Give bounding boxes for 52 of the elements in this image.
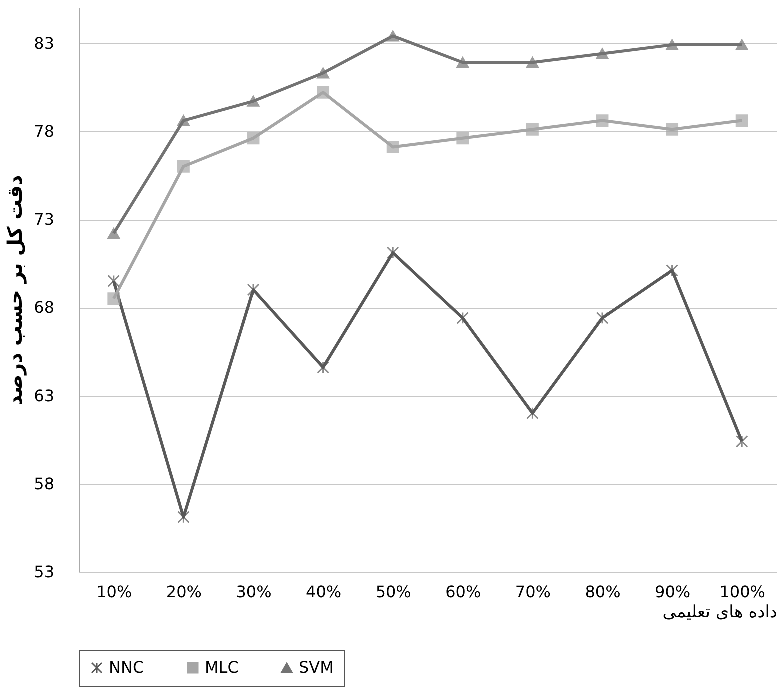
x-tick-label: 20% bbox=[166, 582, 202, 602]
point bbox=[596, 312, 609, 324]
y-tick-label: 73 bbox=[34, 210, 54, 229]
point bbox=[456, 312, 470, 324]
x-tick-label: 100% bbox=[720, 582, 766, 602]
x-tick-label: 40% bbox=[306, 582, 342, 602]
point bbox=[526, 407, 539, 420]
point bbox=[108, 274, 120, 288]
point bbox=[736, 40, 748, 51]
point bbox=[386, 30, 400, 42]
y-tick-label: 53 bbox=[34, 562, 54, 582]
x-tick-label: 80% bbox=[585, 582, 621, 602]
x-tick-label: 50% bbox=[376, 582, 412, 602]
point bbox=[736, 435, 748, 448]
y-axis-title: دقت کل بر حسب درصد bbox=[3, 175, 28, 406]
point bbox=[526, 57, 539, 68]
x-tick-label: 90% bbox=[655, 582, 691, 602]
y-tick-label: 83 bbox=[34, 34, 54, 53]
point bbox=[526, 123, 539, 136]
point bbox=[177, 160, 190, 173]
point bbox=[317, 361, 330, 374]
point bbox=[666, 40, 679, 51]
legend-label: MLC bbox=[205, 658, 239, 677]
point bbox=[596, 114, 609, 128]
point bbox=[596, 48, 609, 60]
point bbox=[386, 141, 400, 154]
x-tick-label: 30% bbox=[236, 582, 272, 602]
point bbox=[386, 246, 400, 260]
point bbox=[666, 123, 679, 136]
point bbox=[317, 68, 330, 79]
point bbox=[317, 86, 330, 99]
point bbox=[456, 57, 470, 68]
point bbox=[666, 264, 679, 277]
legend-label: SVM bbox=[299, 658, 334, 677]
x-tick-label: 60% bbox=[446, 582, 482, 602]
legend-label: NNC bbox=[109, 658, 144, 677]
y-tick-label: 63 bbox=[34, 386, 54, 406]
x-tick-label: 70% bbox=[515, 582, 551, 602]
point bbox=[247, 96, 260, 107]
point bbox=[177, 115, 190, 126]
y-tick-label: 58 bbox=[34, 474, 54, 494]
y-tick-label: 68 bbox=[34, 298, 54, 318]
point bbox=[108, 292, 120, 306]
point bbox=[247, 284, 260, 296]
point bbox=[177, 511, 190, 524]
x-tick-label: 10% bbox=[96, 582, 132, 602]
point bbox=[456, 132, 470, 145]
y-tick-label: 78 bbox=[34, 122, 54, 141]
point bbox=[108, 228, 120, 240]
point bbox=[736, 114, 748, 128]
x-axis-title: داده های تعلیمی bbox=[662, 602, 778, 622]
point bbox=[247, 132, 260, 145]
